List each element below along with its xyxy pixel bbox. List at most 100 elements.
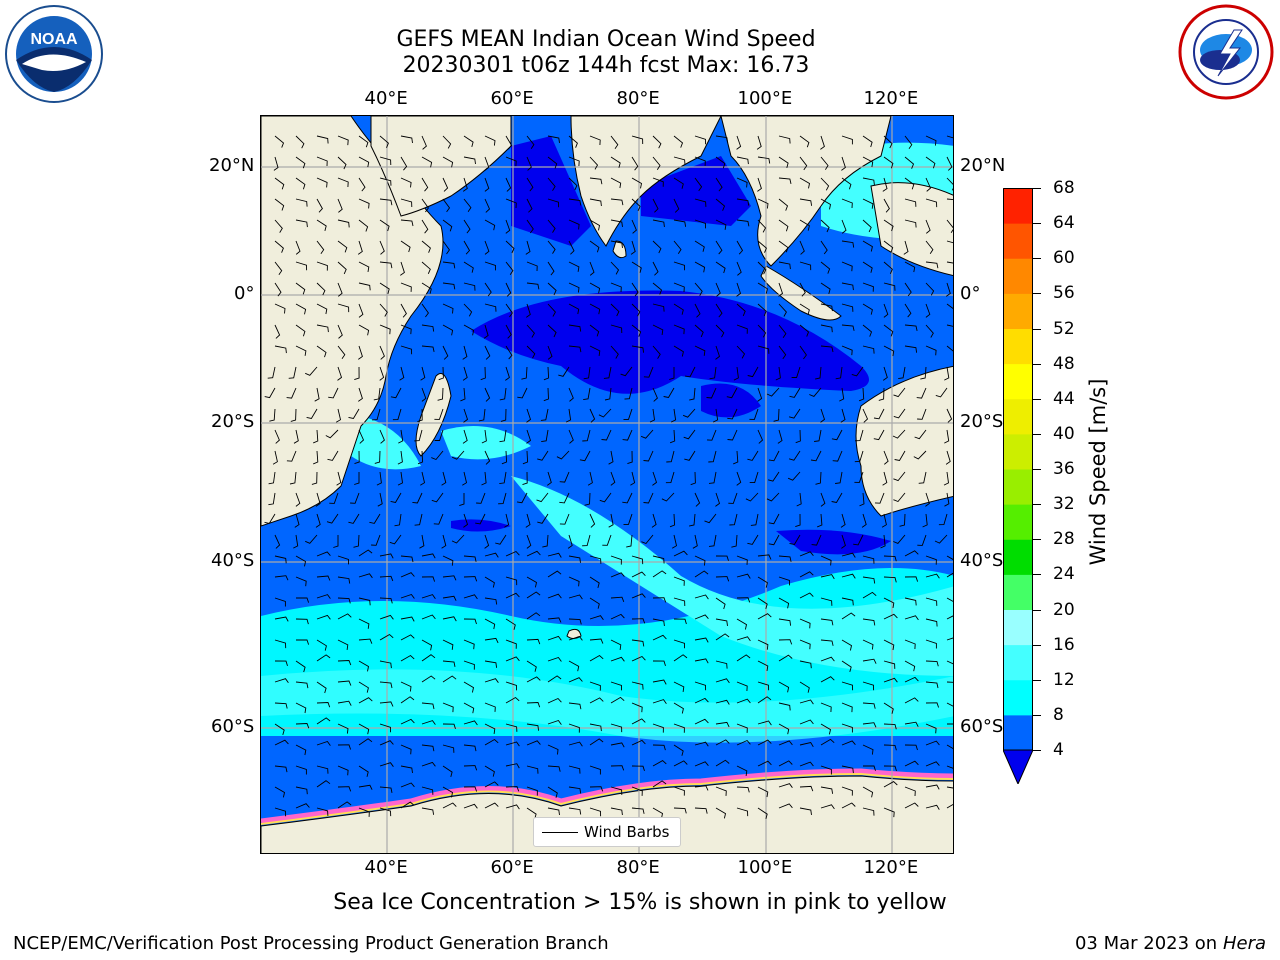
legend-label: Wind Barbs: [584, 823, 670, 841]
wind-barb: [820, 597, 833, 606]
wind-barb: [274, 555, 287, 564]
wind-barb: [463, 408, 469, 423]
wind-barb: [459, 493, 465, 507]
wind-barb: [316, 575, 331, 581]
wind-barb: [652, 807, 664, 819]
wind-barb: [652, 555, 665, 564]
wind-barb: [369, 513, 381, 524]
land-sumatra: [760, 265, 842, 321]
wind-barb: [484, 450, 491, 465]
wind-barb: [841, 261, 853, 272]
wind-barb: [421, 576, 436, 582]
colorbar-tick-label: 4: [1053, 740, 1064, 760]
wind-barb: [778, 639, 793, 645]
wind-barb: [694, 282, 703, 296]
wind-barb: [610, 219, 623, 227]
wind-barb: [400, 177, 412, 188]
wind-barb: [316, 219, 327, 232]
wind-barb: [295, 597, 310, 603]
calm-patch: [701, 383, 761, 418]
wind-barb: [568, 261, 580, 272]
wind-barb: [462, 177, 468, 192]
wind-barb: [526, 660, 537, 672]
wind-barb: [526, 198, 533, 213]
wind-barb: [610, 639, 622, 650]
wind-barb: [316, 681, 327, 694]
wind-barb: [946, 615, 953, 620]
wind-barb: [463, 156, 476, 165]
wind-barb: [463, 135, 474, 148]
wind-barb: [268, 471, 276, 485]
wind-barb: [522, 450, 529, 465]
lon-tick-bottom: 100°E: [737, 857, 793, 878]
wind-barb: [904, 576, 919, 582]
wind-barb: [358, 282, 371, 291]
wind-barb: [946, 572, 953, 578]
wind-barb: [673, 240, 682, 254]
wind-barb: [400, 744, 412, 755]
wind-barb: [374, 450, 381, 464]
wind-barb: [898, 366, 906, 380]
wind-barb: [841, 681, 854, 691]
wind-barb: [442, 198, 451, 213]
wind-barb: [274, 786, 286, 798]
wind-barb: [925, 303, 931, 318]
wind-barb: [946, 660, 953, 665]
wind-barb: [421, 639, 433, 651]
wind-barb: [420, 471, 426, 486]
wind-barb: [589, 303, 601, 315]
wind-barb: [883, 324, 894, 337]
wind-barb: [610, 681, 622, 691]
wind-barb: [421, 744, 435, 752]
colorbar-tick-label: 56: [1053, 283, 1075, 304]
wind-barb: [421, 219, 429, 234]
wind-barb: [925, 345, 937, 356]
wind-barb: [627, 450, 633, 465]
wind-barb: [400, 782, 415, 788]
colorbar-tick-mark: [1033, 469, 1041, 470]
wind-barb: [421, 282, 432, 294]
wind-barb: [379, 786, 393, 793]
wind-barb: [379, 681, 393, 689]
wind-barb: [917, 534, 927, 546]
colorbar-tick-mark: [1033, 539, 1041, 541]
wind-barb: [893, 387, 906, 398]
wind-barb: [358, 429, 365, 444]
wind-barb: [589, 282, 601, 294]
wind-barb: [337, 801, 352, 809]
wind-barb: [610, 261, 620, 275]
wind-barb: [736, 219, 750, 227]
wind-barb: [462, 366, 468, 381]
wind-barb: [913, 450, 927, 460]
wind-barb: [777, 429, 783, 444]
colorbar-tick-mark: [1033, 328, 1041, 330]
wind-barb: [501, 450, 508, 465]
wind-barb: [272, 450, 278, 465]
wind-barb: [568, 765, 581, 774]
wind-barb: [316, 261, 328, 271]
wind-barb: [558, 366, 570, 377]
wind-barb: [589, 738, 604, 746]
wind-barb: [316, 717, 331, 725]
wind-barb: [715, 807, 727, 819]
lat-tick-left: 0°: [234, 283, 255, 304]
wind-barb: [944, 492, 950, 507]
wind-barb: [335, 408, 342, 423]
wind-barb: [286, 450, 297, 462]
wind-barb: [295, 324, 306, 337]
wind-barb: [326, 513, 339, 524]
wind-barb: [795, 429, 801, 444]
colorbar-tick-mark: [1033, 398, 1041, 400]
wind-barb: [610, 765, 625, 771]
wind-barb: [799, 345, 807, 360]
wind-barb: [630, 240, 636, 255]
wind-barb: [274, 282, 282, 297]
wind-barb: [400, 634, 415, 641]
wind-barb: [337, 198, 343, 213]
wind-barb: [414, 429, 423, 442]
calm-arabian-sea: [511, 136, 591, 246]
wind-barb: [526, 135, 535, 149]
wind-barb: [669, 429, 676, 444]
wind-barb: [757, 613, 772, 620]
wind-barb: [820, 240, 828, 255]
